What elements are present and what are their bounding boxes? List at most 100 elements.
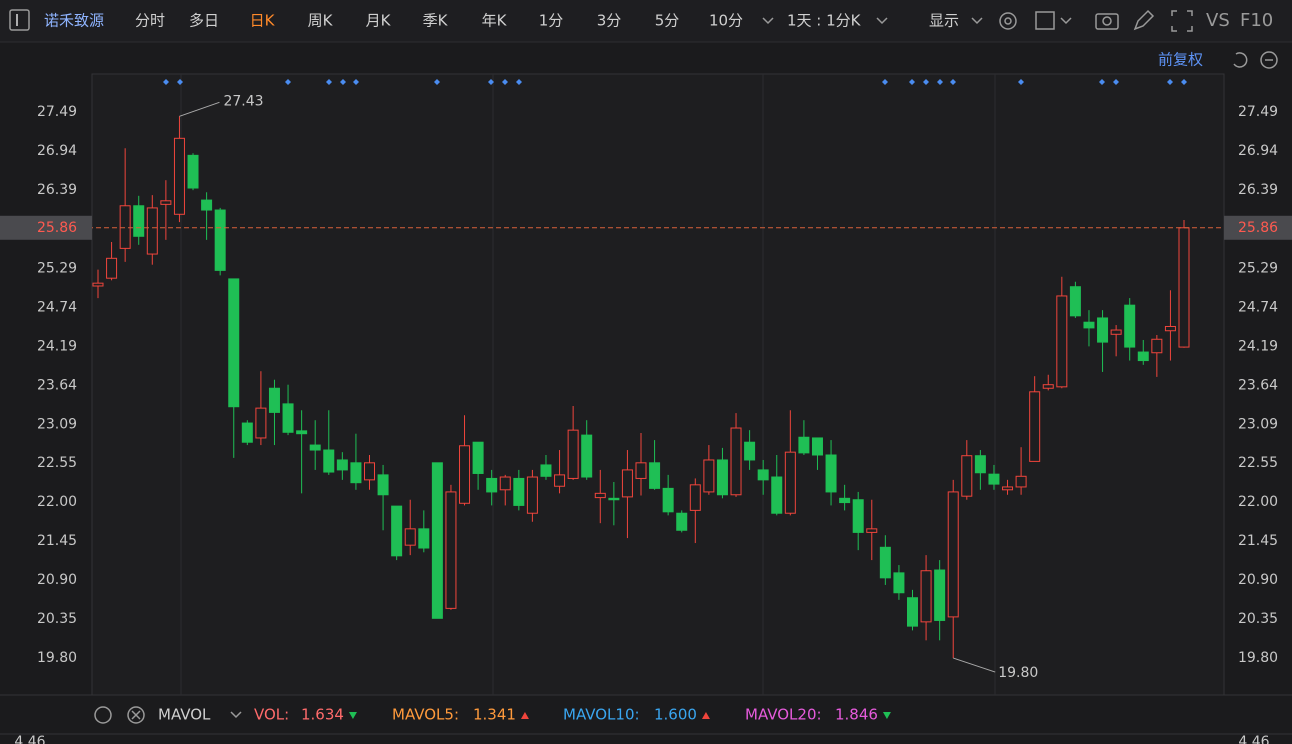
candle-body <box>839 497 851 504</box>
indicator-name[interactable]: MAVOL <box>158 706 211 724</box>
period-tab[interactable]: 月K <box>366 12 392 30</box>
candle-body <box>160 200 172 205</box>
candle-body <box>214 209 226 271</box>
candle-body <box>920 570 932 623</box>
event-marker[interactable] <box>909 79 915 85</box>
chevron[interactable] <box>971 17 983 25</box>
candle-body <box>866 528 878 533</box>
candle-body <box>798 436 810 454</box>
camera-icon[interactable] <box>1095 13 1119 30</box>
candle-body <box>811 437 823 456</box>
adjust-select[interactable]: 前复权 <box>1158 51 1203 69</box>
period-tab[interactable]: 1分 <box>539 12 564 30</box>
candle-body <box>1056 295 1068 388</box>
date-grid <box>180 74 996 695</box>
indicator-value: 1.600 <box>654 706 697 724</box>
event-marker[interactable] <box>177 79 183 85</box>
candle-body <box>676 512 688 531</box>
event-marker[interactable] <box>923 79 929 85</box>
indicator-label: VOL: <box>254 706 289 724</box>
period-tab[interactable]: 3分 <box>597 12 622 30</box>
candle-body <box>296 430 308 435</box>
fullscreen-icon[interactable] <box>1171 10 1193 32</box>
event-marker[interactable] <box>937 79 943 85</box>
layout-icon[interactable] <box>1035 11 1055 30</box>
chevron[interactable] <box>876 17 888 25</box>
candle-body <box>404 528 416 546</box>
y-tick-label: 24.19 <box>37 338 77 354</box>
candle-body <box>1029 391 1041 462</box>
period-tab[interactable]: 季K <box>423 12 449 30</box>
period-tab[interactable]: 周K <box>308 12 334 30</box>
event-marker[interactable] <box>434 79 440 85</box>
current-price-label: 25.86 <box>1238 220 1278 236</box>
candle-body <box>445 491 457 609</box>
event-marker[interactable] <box>488 79 494 85</box>
y-tick-label: 20.90 <box>37 572 77 588</box>
y-tick-label: 20.35 <box>1238 611 1278 627</box>
event-marker[interactable] <box>516 79 522 85</box>
candle-body <box>146 207 158 255</box>
period-tab[interactable]: 年K <box>482 12 508 30</box>
y-tick-label: 23.09 <box>1238 416 1278 432</box>
candle-body <box>364 462 375 481</box>
candle-body <box>228 278 240 408</box>
display-menu[interactable]: 显示 <box>929 12 959 30</box>
event-marker[interactable] <box>340 79 346 85</box>
interval-select[interactable]: 1天 : 1分K <box>787 12 862 30</box>
event-marker[interactable] <box>502 79 508 85</box>
period-tab[interactable]: 分时 <box>135 12 165 30</box>
candle-body <box>649 462 661 489</box>
candle-body <box>1151 338 1163 354</box>
event-marker[interactable] <box>1113 79 1119 85</box>
panel-icon[interactable] <box>9 9 30 31</box>
indicator-label: MAVOL10: <box>563 706 640 724</box>
event-marker[interactable] <box>326 79 332 85</box>
candle-body <box>350 462 362 484</box>
y-tick-label: 26.94 <box>1238 143 1278 159</box>
chevron[interactable] <box>1060 17 1072 25</box>
event-marker[interactable] <box>1181 79 1187 85</box>
event-marker[interactable] <box>353 79 359 85</box>
y-tick-label: 23.64 <box>1238 377 1278 393</box>
chevron[interactable] <box>230 711 242 719</box>
event-marker[interactable] <box>882 79 888 85</box>
candle-body <box>1178 227 1190 348</box>
candle-body <box>418 528 430 549</box>
y-tick-label: 24.19 <box>1238 338 1278 354</box>
period-tab[interactable]: 5分 <box>655 12 680 30</box>
period-tab[interactable]: 多日 <box>189 12 219 30</box>
plot-area <box>91 73 1225 696</box>
vs-button[interactable]: VS <box>1206 10 1230 31</box>
settings-icon-core <box>1004 17 1012 25</box>
period-tab[interactable]: 日K <box>250 12 276 30</box>
settings-icon[interactable] <box>999 12 1017 30</box>
candle-body <box>1164 325 1176 332</box>
draw-icon[interactable] <box>1133 9 1155 31</box>
current-price-box <box>0 215 92 240</box>
event-marker[interactable] <box>285 79 291 85</box>
event-marker[interactable] <box>163 79 169 85</box>
indicator-settings[interactable] <box>94 706 112 724</box>
indicator-close[interactable] <box>127 706 145 724</box>
candle-body <box>499 476 511 491</box>
reset-icon[interactable] <box>1233 52 1248 68</box>
candle-body <box>119 205 131 249</box>
candle-body <box>241 422 253 443</box>
y-tick-label: 20.35 <box>37 611 77 627</box>
zoom-out-icon[interactable] <box>1260 51 1278 69</box>
candle-body <box>1097 317 1109 343</box>
event-marker[interactable] <box>1167 79 1173 85</box>
event-marker[interactable] <box>1099 79 1105 85</box>
chevron[interactable] <box>762 17 774 25</box>
event-marker[interactable] <box>950 79 956 85</box>
stock-name[interactable]: 诺禾致源 <box>44 12 104 30</box>
candle-body <box>513 477 525 506</box>
event-marker[interactable] <box>1018 79 1024 85</box>
candle-body <box>988 473 1000 485</box>
high-annotation: 27.43 <box>223 93 263 109</box>
f10-button[interactable]: F10 <box>1240 10 1273 31</box>
candle-body <box>459 445 471 504</box>
period-tab[interactable]: 10分 <box>709 12 743 30</box>
